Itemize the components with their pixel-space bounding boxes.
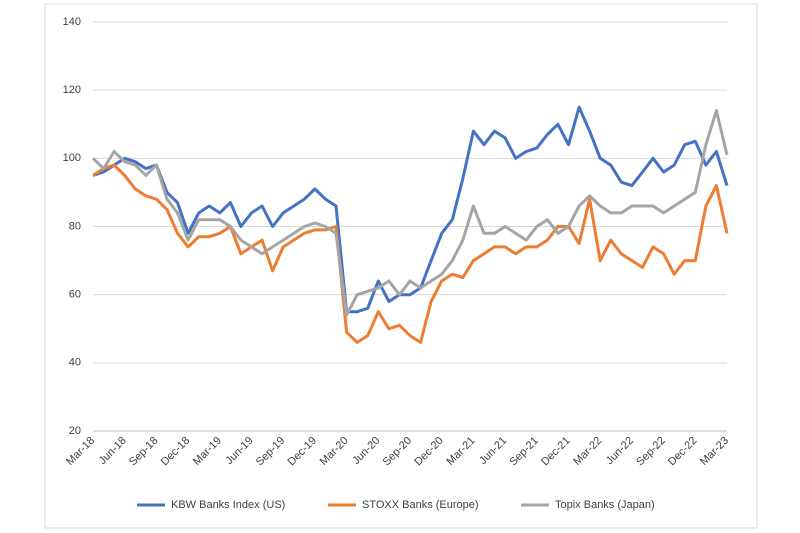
x-tick-label: Mar-23 [698,435,731,468]
x-tick-label: Sep-20 [381,435,415,469]
x-tick-label: Sep-18 [127,435,161,469]
x-tick-label: Dec-19 [286,435,320,469]
y-tick-label: 120 [63,84,81,96]
legend-label: STOXX Banks (Europe) [362,499,479,511]
y-tick-label: 100 [63,152,81,164]
y-tick-label: 60 [69,289,81,301]
x-tick-label: Mar-20 [318,435,351,468]
series-line [92,105,729,314]
legend-label: Topix Banks (Japan) [555,499,655,511]
x-tick-label: Jun-22 [604,435,636,467]
legend-label: KBW Banks Index (US) [171,499,285,511]
x-tick-label: Dec-21 [539,435,573,469]
x-tick-label: Sep-21 [507,435,541,469]
x-tick-label: Mar-22 [571,435,604,468]
y-tick-label: 140 [63,16,81,28]
x-tick-label: Jun-19 [223,435,255,467]
x-tick-label: Sep-22 [634,435,668,469]
x-tick-label: Jun-18 [97,435,129,467]
x-tick-label: Jun-20 [350,435,382,467]
x-tick-label: Mar-19 [191,435,224,468]
x-tick-label: Dec-20 [412,435,446,469]
x-tick-label: Jun-21 [477,435,509,467]
series-line [92,163,729,344]
x-tick-label: Sep-19 [254,435,288,469]
y-tick-label: 80 [69,220,81,232]
x-tick-label: Mar-18 [64,435,97,468]
x-tick-label: Mar-21 [444,435,477,468]
x-tick-label: Dec-22 [666,435,700,469]
x-tick-label: Dec-18 [159,435,193,469]
chart-border [44,3,758,529]
y-tick-label: 40 [69,357,81,369]
series-line [91,109,729,317]
y-tick-label: 20 [69,425,81,437]
